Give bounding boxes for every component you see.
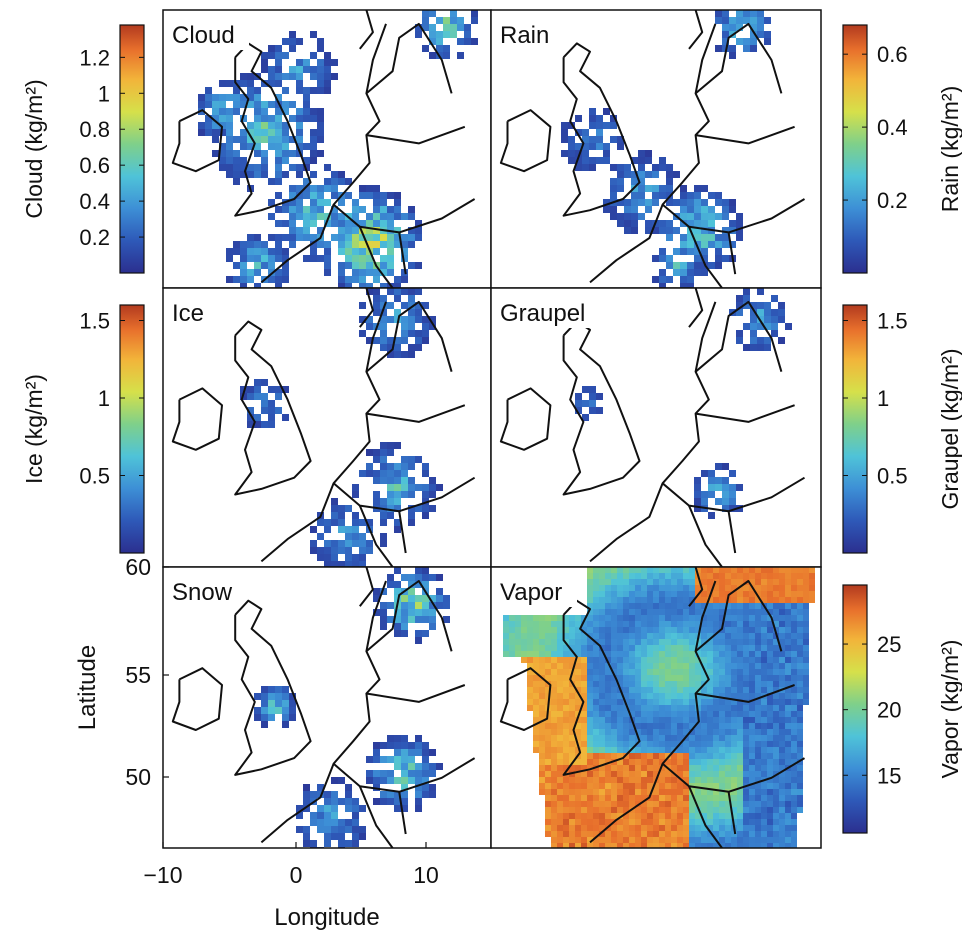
colorbar-vapor — [842, 584, 868, 834]
x-tick-label: 10 — [413, 862, 439, 888]
x-axis-label: Longitude — [274, 904, 379, 931]
y-tick-label: 50 — [125, 764, 151, 790]
y-axis-label: Latitude — [74, 645, 101, 730]
panel-label-bg — [165, 294, 221, 328]
panel-label-bg — [493, 16, 563, 50]
panel-label-graupel: Graupel — [500, 300, 585, 327]
panel-label-rain: Rain — [500, 22, 549, 49]
panel-ice-field — [163, 288, 491, 567]
panel-label-ice: Ice — [172, 300, 204, 327]
colorbar-tick-cloud: 0.6 — [79, 153, 110, 178]
colorbar-tick-ice: 0.5 — [79, 464, 110, 489]
panel-snow-field — [163, 567, 491, 848]
colorbar-tick-vapor: 15 — [877, 763, 901, 788]
colorbar-tick-graupel: 1 — [877, 386, 889, 411]
colorbar-label-cloud: Cloud (kg/m²) — [21, 79, 47, 218]
panel-label-bg — [165, 16, 249, 50]
panel-label-snow: Snow — [172, 579, 233, 606]
colorbar-tick-graupel: 1.5 — [877, 309, 908, 334]
colorbar-tick-cloud: 0.2 — [79, 225, 110, 250]
colorbar-tick-vapor: 25 — [877, 632, 901, 657]
colorbar-label-graupel: Graupel (kg/m²) — [937, 348, 962, 509]
colorbar-tick-graupel: 0.5 — [877, 464, 908, 489]
colorbar-label-rain: Rain (kg/m²) — [937, 86, 962, 213]
panel-label-vapor: Vapor — [500, 579, 562, 606]
colorbar-tick-vapor: 20 — [877, 698, 901, 723]
colorbar-label-ice: Ice (kg/m²) — [21, 374, 47, 484]
y-tick-label: 60 — [125, 554, 151, 580]
colorbar-rain — [842, 24, 868, 274]
panel-label-bg — [493, 294, 605, 328]
panel-vapor-field — [491, 567, 821, 848]
colorbar-tick-rain: 0.4 — [877, 115, 908, 140]
panel-label-cloud: Cloud — [172, 22, 235, 49]
map-panels: Cloud Rain Ice Graupel Snow Vapor — [162, 9, 822, 849]
colorbars: 1.2 1 0.8 0.6 0.4 0.2 Cloud (kg/m²) 0.6 0.4 0.2 Ra… — [21, 24, 962, 834]
colorbar-cloud — [119, 24, 145, 274]
panel-frame-vapor — [490, 566, 822, 849]
colorbar-tick-ice: 1.5 — [79, 309, 110, 334]
axes: −10 0 10 60 55 50 Longitude Latitude — [74, 554, 439, 931]
colorbar-label-vapor: Vapor (kg/m²) — [937, 640, 962, 779]
x-tick-label: −10 — [143, 862, 182, 888]
colorbar-tick-cloud: 1.2 — [79, 45, 110, 70]
colorbar-tick-rain: 0.2 — [877, 188, 908, 213]
colorbar-tick-rain: 0.6 — [877, 42, 908, 67]
panel-graupel-field — [491, 288, 821, 567]
panel-cloud-field — [163, 10, 491, 288]
y-tick-label: 55 — [125, 662, 151, 688]
panel-rain-field — [491, 10, 821, 288]
panel-label-bg — [493, 573, 577, 607]
colorbar-graupel — [842, 304, 868, 554]
panel-label-bg — [165, 573, 235, 607]
colorbar-ice — [119, 304, 145, 554]
colorbar-tick-cloud: 0.8 — [79, 117, 110, 142]
colorbar-tick-cloud: 0.4 — [79, 189, 110, 214]
colorbar-tick-cloud: 1 — [98, 81, 110, 106]
colorbar-tick-ice: 1 — [98, 386, 110, 411]
x-tick-label: 0 — [290, 862, 303, 888]
